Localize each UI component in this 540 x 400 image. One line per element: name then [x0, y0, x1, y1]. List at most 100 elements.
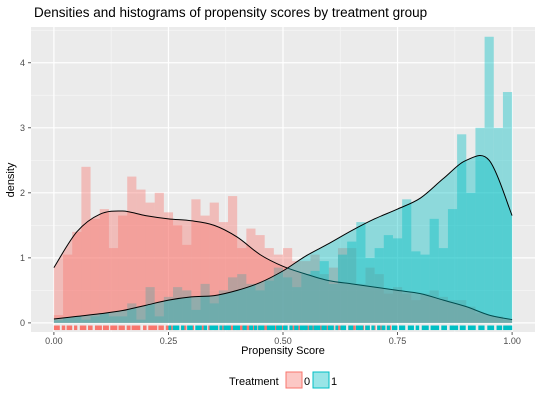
rug-mark-0 [118, 325, 125, 331]
rug-mark-0 [246, 325, 250, 331]
hist-bar-0 [218, 222, 229, 323]
hist-bar-0 [246, 228, 256, 323]
rug-mark-1 [327, 325, 334, 331]
rug-mark-0 [61, 325, 66, 331]
hist-bar-1 [255, 290, 265, 323]
rug-mark-0 [131, 325, 141, 331]
rug-mark-1 [308, 325, 313, 331]
hist-bar-1 [182, 290, 192, 323]
density-area-0 [53, 210, 513, 323]
hist-bar-1 [475, 127, 485, 323]
rug-mark-0 [228, 325, 235, 331]
hist-bar-1 [228, 277, 238, 323]
rug-mark-1 [242, 325, 247, 331]
hist-bar-0 [200, 215, 210, 323]
hist-bar-1 [292, 287, 302, 323]
hist-bar-0 [264, 248, 274, 323]
hist-bar-0 [365, 267, 375, 323]
rug-mark-1 [487, 325, 495, 331]
rug-mark-0 [94, 325, 102, 331]
hist-bar-0 [228, 196, 238, 323]
rug-mark-1 [294, 325, 299, 331]
hist-bar-1 [99, 313, 109, 323]
rug-mark-0 [88, 325, 93, 331]
hist-bar-1 [90, 316, 100, 323]
hist-bar-0 [99, 209, 109, 323]
hist-bar-1 [429, 218, 439, 323]
y-axis-ticks: 0 1 2 3 4 [20, 58, 31, 328]
rug-mark-1 [258, 325, 265, 331]
hist-bar-0 [127, 176, 137, 323]
hist-bar-0 [347, 248, 357, 323]
hist-bar-0 [466, 306, 476, 323]
rug-mark-1 [168, 325, 172, 331]
legend-label-1: 1 [331, 376, 337, 388]
x-tick-label: 1.00 [503, 336, 521, 346]
rug-mark-1 [421, 325, 429, 331]
rug-mark-1 [299, 325, 308, 331]
hist-bar-0 [182, 244, 192, 323]
y-tick-label: 3 [20, 123, 25, 133]
rug-mark-1 [340, 325, 347, 331]
density-area-1 [53, 155, 513, 323]
hist-bar-1 [53, 320, 64, 323]
hist-bar-1 [402, 199, 412, 323]
x-axis-label: Propensity Score [241, 345, 325, 357]
rug-mark-1 [478, 325, 485, 331]
rug-mark-1 [187, 325, 193, 331]
rug-mark-0 [271, 325, 281, 331]
hist-bar-0 [63, 254, 73, 323]
hist-bar-1 [319, 261, 329, 323]
hist-bar-0 [438, 296, 448, 323]
histogram-layer [53, 36, 513, 323]
rug-mark-1 [266, 325, 275, 331]
rug-mark-0 [377, 325, 385, 331]
hist-bar-0 [108, 248, 119, 323]
rug-mark-0 [110, 325, 118, 331]
rug-mark-1 [249, 325, 253, 331]
x-axis-ticks: 0.00 0.25 0.50 0.75 1.00 [45, 332, 521, 346]
rug-mark-1 [195, 325, 202, 331]
legend-entry-1: 1 [312, 371, 337, 389]
rug-mark-1 [233, 325, 240, 331]
rug-mark-0 [66, 325, 73, 331]
grid-major [31, 27, 535, 332]
hist-bar-0 [420, 293, 430, 323]
hist-bar-1 [154, 316, 164, 323]
hist-bar-0 [484, 315, 494, 323]
rug-mark-1 [321, 325, 327, 331]
legend: Treatment 0 1 [229, 371, 337, 389]
hist-bar-0 [81, 166, 91, 323]
rug-mark-1 [181, 325, 185, 331]
rug-mark-1 [441, 325, 447, 331]
rug-mark-0 [236, 325, 244, 331]
hist-bar-0 [90, 218, 100, 323]
hist-bar-0 [154, 192, 164, 323]
rug-mark-1 [377, 325, 381, 331]
rug-mark-1 [219, 325, 223, 331]
hist-bar-1 [246, 283, 256, 323]
hist-bar-1 [365, 257, 375, 323]
rug-mark-1 [365, 325, 370, 331]
hist-bar-1 [484, 36, 494, 323]
hist-bar-1 [466, 192, 476, 323]
hist-bar-0 [237, 248, 247, 323]
density-line-0 [53, 210, 513, 321]
hist-bar-0 [209, 202, 219, 323]
hist-bar-0 [319, 274, 329, 323]
legend-key-1 [312, 371, 330, 389]
hist-bar-1 [145, 287, 155, 323]
hist-bar-0 [447, 300, 458, 323]
rug-mark-0 [158, 325, 164, 331]
hist-bar-1 [200, 283, 210, 323]
hist-bar-1 [502, 92, 513, 323]
hist-bar-0 [402, 293, 412, 323]
hist-bar-1 [420, 254, 430, 323]
hist-bar-0 [493, 316, 503, 323]
hist-bar-1 [264, 280, 274, 323]
rug-mark-1 [276, 325, 283, 331]
rug-mark-1 [253, 325, 258, 331]
hist-bar-0 [356, 283, 366, 323]
hist-bar-1 [301, 274, 311, 323]
hist-bar-0 [392, 287, 403, 323]
